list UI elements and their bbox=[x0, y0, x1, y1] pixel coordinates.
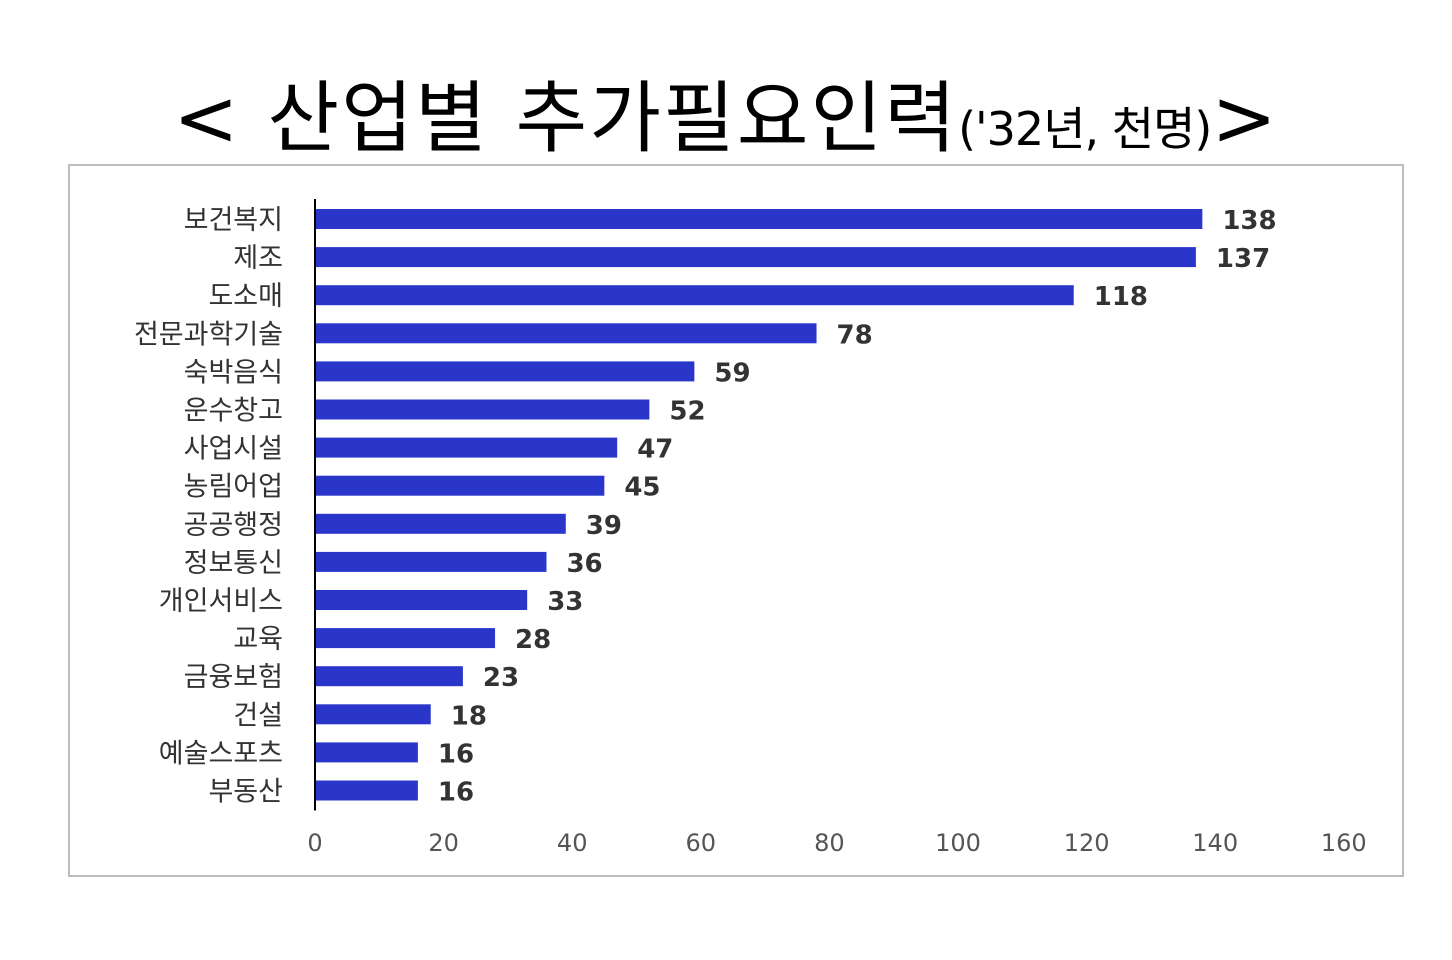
chart-frame bbox=[68, 164, 1404, 877]
category-label: 부동산 bbox=[208, 777, 283, 808]
category-label: 공공행정 bbox=[184, 510, 283, 541]
category-label: 보건복지 bbox=[184, 205, 283, 236]
category-label: 건설 bbox=[233, 700, 283, 731]
bar-1 bbox=[315, 209, 1203, 229]
bar-10 bbox=[315, 551, 547, 572]
x-tick-label: 20 bbox=[428, 829, 459, 857]
data-label: 16 bbox=[438, 739, 474, 769]
category-label: 운수창고 bbox=[184, 396, 283, 427]
data-label: 33 bbox=[547, 587, 583, 617]
data-label: 18 bbox=[451, 701, 487, 731]
x-tick-label: 100 bbox=[935, 829, 981, 857]
data-label: 39 bbox=[586, 511, 622, 541]
bar-16 bbox=[315, 780, 418, 801]
bar-13 bbox=[315, 666, 463, 687]
data-label: 16 bbox=[438, 778, 474, 808]
chart-title-main: < 산업별 추가필요인력 bbox=[173, 74, 959, 164]
bar-5 bbox=[315, 361, 695, 382]
category-label: 금융보험 bbox=[184, 662, 283, 693]
data-label: 36 bbox=[566, 549, 602, 579]
x-tick-label: 80 bbox=[814, 829, 845, 857]
category-label: 숙박음식 bbox=[184, 357, 283, 388]
bar-9 bbox=[315, 513, 566, 534]
category-label: 전문과학기술 bbox=[134, 319, 283, 350]
data-label: 45 bbox=[624, 473, 660, 503]
bar-12 bbox=[315, 628, 496, 649]
category-label: 정보통신 bbox=[184, 548, 283, 579]
x-tick-label: 0 bbox=[307, 829, 322, 857]
category-label: 농림어업 bbox=[184, 472, 283, 503]
data-label: 52 bbox=[669, 397, 705, 427]
bar-15 bbox=[315, 742, 418, 763]
bar-11 bbox=[315, 590, 528, 610]
data-label: 137 bbox=[1216, 244, 1270, 274]
bar-4 bbox=[315, 323, 817, 344]
category-label: 사업시설 bbox=[184, 434, 283, 465]
bar-7 bbox=[315, 437, 618, 458]
bar-6 bbox=[315, 399, 650, 420]
x-tick-label: 60 bbox=[686, 829, 717, 857]
chart-title-end: > bbox=[1211, 74, 1279, 164]
bar-8 bbox=[315, 475, 605, 496]
chart-title: < 산업별 추가필요인력('32년, 천명)> bbox=[0, 56, 1452, 168]
category-label: 제조 bbox=[233, 243, 283, 274]
bar-3 bbox=[315, 285, 1074, 306]
x-tick-label: 40 bbox=[557, 829, 588, 857]
data-label: 47 bbox=[637, 435, 673, 465]
category-label: 예술스포츠 bbox=[159, 738, 283, 769]
bar-14 bbox=[315, 704, 431, 725]
bar-2 bbox=[315, 247, 1196, 268]
data-label: 59 bbox=[714, 358, 750, 388]
category-label: 도소매 bbox=[208, 281, 283, 312]
data-label: 28 bbox=[515, 625, 551, 655]
data-label: 118 bbox=[1094, 282, 1148, 312]
x-tick-label: 140 bbox=[1192, 829, 1238, 857]
x-tick-label: 120 bbox=[1064, 829, 1110, 857]
category-label: 교육 bbox=[233, 624, 283, 655]
chart-title-unit: ('32년, 천명) bbox=[958, 102, 1212, 156]
data-label: 78 bbox=[837, 320, 873, 350]
data-label: 23 bbox=[483, 663, 519, 693]
data-label: 138 bbox=[1222, 206, 1276, 236]
x-tick-label: 160 bbox=[1321, 829, 1367, 857]
category-label: 개인서비스 bbox=[159, 586, 283, 617]
